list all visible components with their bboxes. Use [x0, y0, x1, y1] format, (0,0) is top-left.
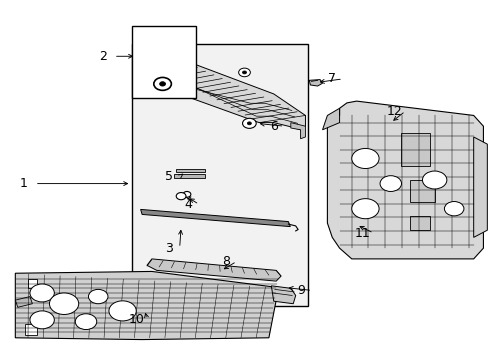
Circle shape — [75, 314, 97, 329]
Bar — [25, 324, 37, 335]
Circle shape — [49, 293, 79, 315]
Polygon shape — [15, 271, 278, 339]
Polygon shape — [141, 210, 290, 226]
Circle shape — [351, 148, 378, 168]
Text: 12: 12 — [386, 105, 402, 118]
Circle shape — [379, 176, 401, 192]
Text: 10: 10 — [128, 312, 144, 326]
Polygon shape — [290, 123, 305, 139]
Circle shape — [183, 192, 190, 197]
Text: 7: 7 — [327, 72, 336, 85]
Bar — [27, 279, 37, 288]
Text: 2: 2 — [99, 50, 107, 63]
Polygon shape — [327, 101, 483, 259]
Bar — [132, 44, 307, 306]
Text: 1: 1 — [20, 177, 28, 190]
Circle shape — [247, 122, 251, 125]
Bar — [400, 134, 429, 166]
Circle shape — [351, 199, 378, 219]
Text: 5: 5 — [164, 170, 173, 183]
Text: 9: 9 — [297, 284, 305, 297]
Circle shape — [242, 118, 256, 129]
Bar — [173, 174, 205, 178]
Circle shape — [159, 82, 165, 86]
Circle shape — [422, 171, 446, 189]
Polygon shape — [147, 259, 281, 281]
Circle shape — [444, 202, 463, 216]
Polygon shape — [136, 53, 305, 130]
Polygon shape — [322, 108, 339, 130]
Circle shape — [238, 68, 250, 77]
Text: 6: 6 — [269, 120, 277, 133]
Polygon shape — [271, 286, 295, 304]
Polygon shape — [15, 297, 32, 307]
Polygon shape — [473, 137, 487, 237]
Circle shape — [30, 284, 54, 302]
Bar — [409, 180, 434, 202]
Text: 11: 11 — [354, 226, 370, 239]
Bar — [176, 168, 205, 172]
Text: 3: 3 — [164, 242, 172, 255]
Bar — [132, 26, 195, 98]
Circle shape — [176, 193, 185, 200]
Bar — [409, 216, 429, 230]
Polygon shape — [309, 80, 322, 86]
Circle shape — [88, 289, 108, 304]
Text: 8: 8 — [222, 255, 229, 268]
Text: 4: 4 — [184, 198, 192, 211]
Circle shape — [154, 77, 171, 90]
Circle shape — [109, 301, 136, 321]
Circle shape — [242, 71, 246, 74]
Circle shape — [30, 311, 54, 329]
